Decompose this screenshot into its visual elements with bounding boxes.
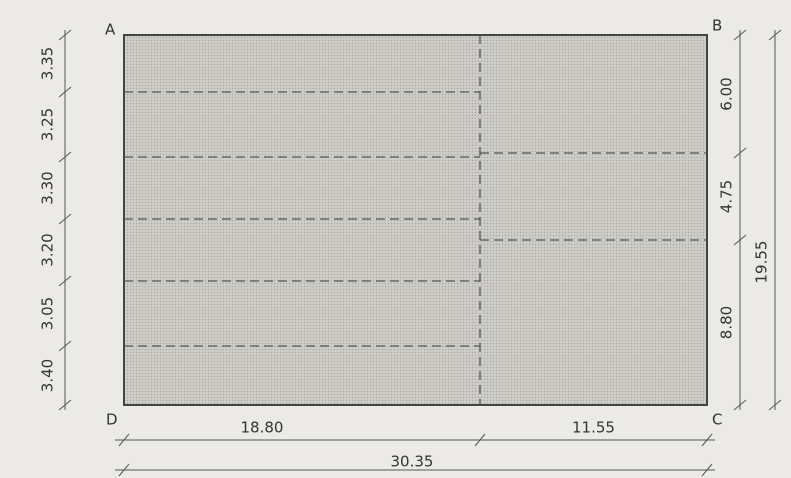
dimension-tick (58, 340, 72, 352)
dimension-tick (733, 29, 747, 41)
dimension-tick (58, 29, 72, 41)
dimension-tick (768, 29, 782, 41)
dimension-label: 3.40 (39, 359, 57, 392)
dimension-tick (58, 151, 72, 163)
dimension-labels: 3.35 3.25 3.30 3.20 3.05 3.40 6.00 4.75 8.80 19.5… (39, 29, 782, 477)
dimension-tick (474, 433, 486, 447)
dimension-tick (733, 234, 747, 246)
dimension-tick (701, 463, 713, 477)
dimension-tick (733, 147, 747, 159)
dimension-lines (64, 30, 776, 471)
dimension-tick (58, 213, 72, 225)
corner-label: C (712, 411, 722, 429)
dimension-label: 3.35 (39, 47, 57, 80)
corner-label: A (105, 21, 116, 39)
dimension-label: 3.20 (39, 233, 57, 266)
dimension-tick (118, 433, 130, 447)
dimension-tick (58, 86, 72, 98)
dimension-label: 8.80 (718, 306, 736, 339)
dimension-tick (768, 399, 782, 411)
dimension-label: 4.75 (718, 180, 736, 213)
dimension-tick (733, 399, 747, 411)
dimension-tick (58, 399, 72, 411)
dimension-label: 18.80 (241, 419, 284, 437)
dimension-label: 3.30 (39, 171, 57, 204)
dimension-label: 6.00 (718, 77, 736, 110)
dimension-tick (58, 275, 72, 287)
dimension-label: 11.55 (572, 419, 615, 437)
dimension-tick (118, 463, 130, 477)
division-lines (124, 35, 707, 405)
dimension-label: 3.05 (39, 297, 57, 330)
dimension-tick (701, 433, 713, 447)
floor-plan (123, 34, 708, 406)
corner-label: D (106, 411, 118, 429)
corner-label: B (712, 17, 722, 35)
dimension-label: 3.25 (39, 108, 57, 141)
dimension-total: 30.35 (391, 453, 434, 471)
dimension-total: 19.55 (753, 241, 771, 284)
